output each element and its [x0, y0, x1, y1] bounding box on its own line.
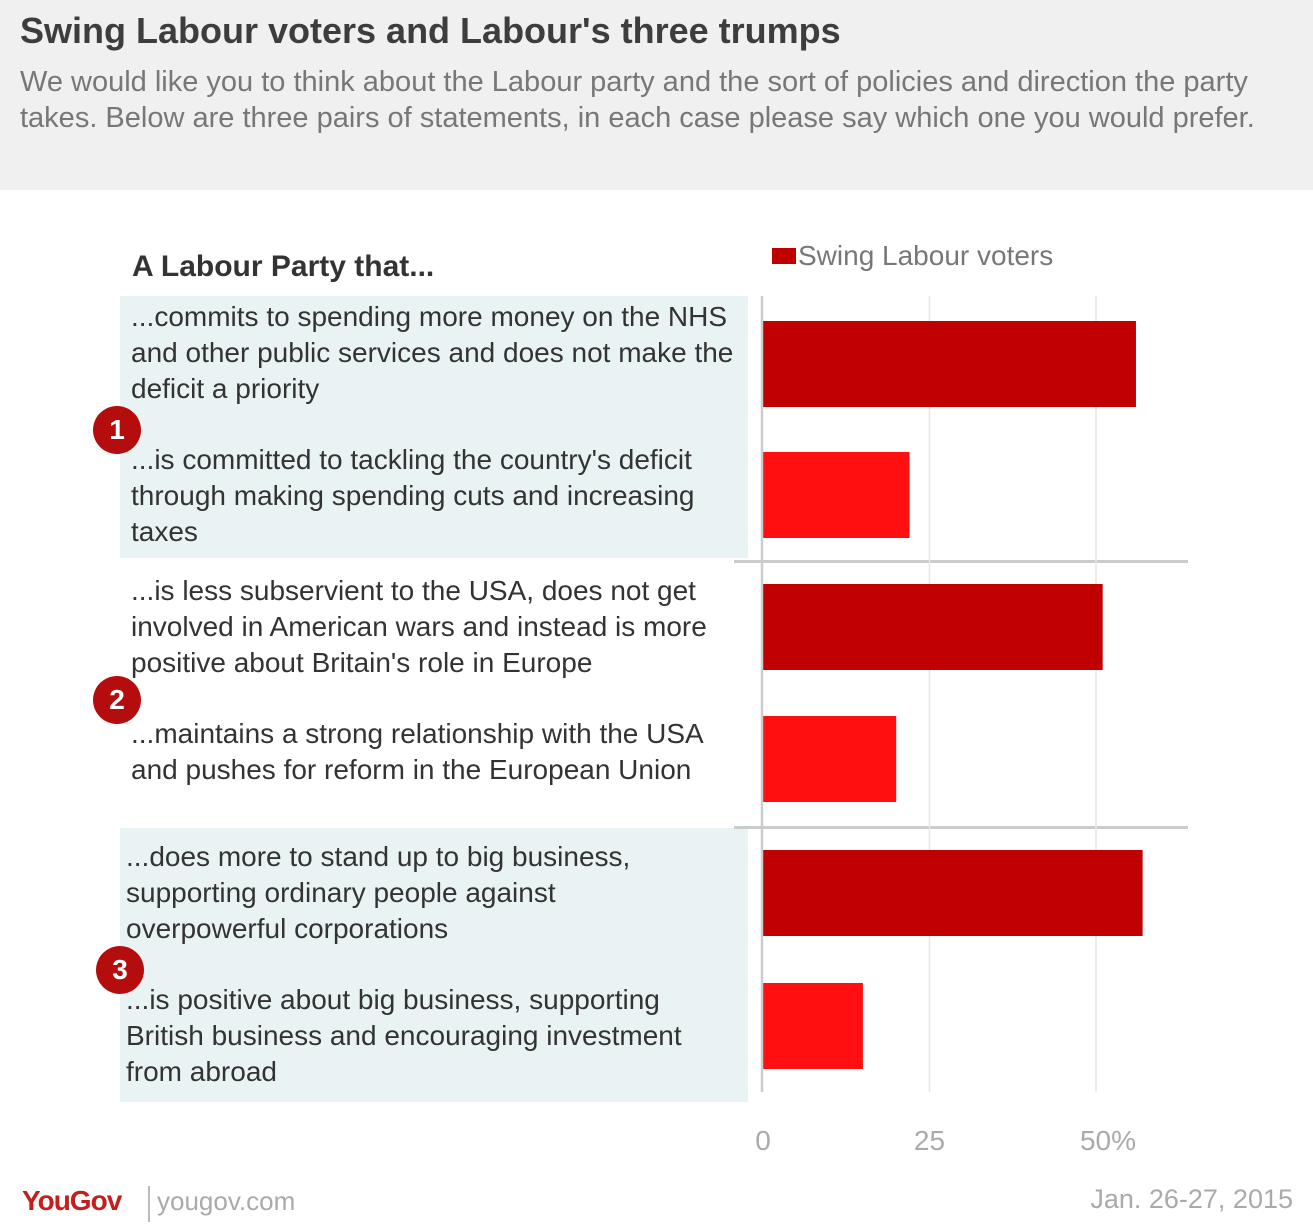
group-1-statement-1: ...commits to spending more money on the…: [131, 301, 734, 404]
x-tick-label-25: 25: [914, 1125, 945, 1156]
bar-4: [763, 716, 897, 802]
x-tick-label-0: 0: [755, 1125, 771, 1156]
footer-site-link[interactable]: yougov.com: [157, 1186, 296, 1216]
header-band: Swing Labour voters and Labour's three t…: [0, 0, 1313, 190]
group-1-statement-2: ...is committed to tackling the country'…: [131, 444, 695, 547]
bar-5: [763, 850, 1143, 936]
chart-title: Swing Labour voters and Labour's three t…: [20, 10, 841, 51]
footer-divider: [148, 1186, 150, 1222]
group-3-statement-2: ...is positive about big business, suppo…: [126, 984, 682, 1087]
group-3-panel: [120, 828, 748, 1102]
group-2-statement-1: ...is less subservient to the USA, does …: [131, 575, 707, 678]
legend: Swing Labour voters: [772, 240, 1053, 272]
group-separator-2: [734, 826, 1188, 829]
group-1-number-badge: 1: [93, 406, 141, 454]
legend-label: Swing Labour voters: [798, 240, 1054, 271]
bar-1: [763, 321, 1136, 407]
group-3-number-badge: 3: [96, 946, 144, 994]
group-2-statement-2: ...maintains a strong relationship with …: [131, 718, 703, 785]
footer-date: Jan. 26-27, 2015: [1090, 1184, 1293, 1214]
x-tick-label-50: 50%: [1080, 1125, 1136, 1156]
group-2-number-badge: 2: [93, 676, 141, 724]
chart-subtitle: We would like you to think about the Lab…: [20, 66, 1255, 134]
group-separator-1: [734, 560, 1188, 563]
group-3-statement-1: ...does more to stand up to big business…: [126, 841, 631, 944]
bar-6: [763, 983, 863, 1069]
group-1-panel: [120, 296, 748, 558]
column-heading: A Labour Party that...: [132, 250, 435, 283]
yougov-logo: YouGov: [22, 1185, 122, 1216]
legend-swatch: [772, 248, 796, 264]
bar-3: [763, 584, 1103, 670]
bar-2: [763, 452, 910, 538]
